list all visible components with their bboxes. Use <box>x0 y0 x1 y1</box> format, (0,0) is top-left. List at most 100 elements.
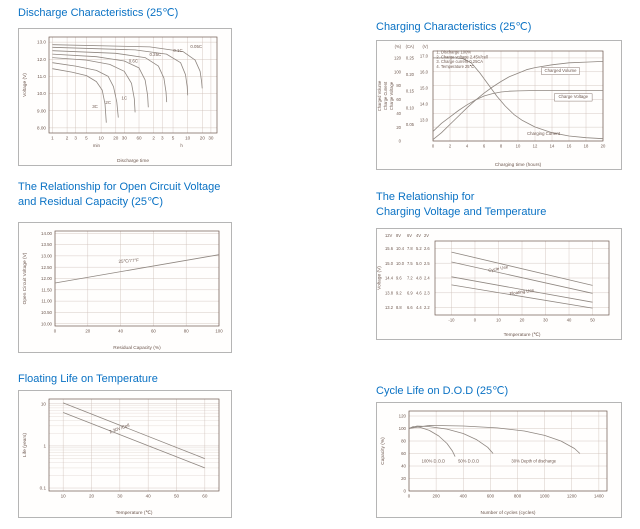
svg-text:11.0: 11.0 <box>37 74 46 79</box>
svg-text:3: 3 <box>161 136 164 141</box>
svg-text:14: 14 <box>550 144 555 149</box>
discharge-chart-box: 1 2 3 5 10 20 30 60 2 3 5 10 20 30 8.00 9.00 10.0 11.0 12.… <box>18 28 232 166</box>
svg-text:4.4: 4.4 <box>416 305 422 310</box>
page-title-floating-life: Floating Life on Temperature <box>18 372 232 387</box>
svg-text:15.0: 15.0 <box>385 261 394 266</box>
cvt-chart-box: -10 0 10 20 30 40 50 15.6 10.4 7.8 5.2 2.6 15.0 10.0 7… <box>376 228 622 340</box>
svg-text:0.1: 0.1 <box>40 486 47 491</box>
svg-text:600: 600 <box>487 494 495 499</box>
svg-text:400: 400 <box>460 494 468 499</box>
svg-text:11.50: 11.50 <box>41 287 52 292</box>
svg-text:Cycle Use: Cycle Use <box>488 264 509 273</box>
svg-text:15.0: 15.0 <box>420 86 429 91</box>
svg-text:0: 0 <box>408 494 411 499</box>
section-charging-characteristics: Charging Characteristics (25℃) 0 2 4 6 8 10 12… <box>376 20 622 170</box>
svg-text:20: 20 <box>89 494 95 499</box>
svg-text:5.2: 5.2 <box>416 246 422 251</box>
svg-text:Charging Current: Charging Current <box>527 131 561 136</box>
svg-text:Voltage (V): Voltage (V) <box>22 73 28 97</box>
svg-text:40: 40 <box>567 318 572 323</box>
floating-life-chart: 10 20 30 40 50 60 10 1 0.1 Life (years) 2.30V/Cell… <box>22 398 220 516</box>
svg-text:16.0: 16.0 <box>420 69 429 74</box>
svg-text:2: 2 <box>449 144 452 149</box>
svg-text:12.00: 12.00 <box>41 276 53 281</box>
svg-text:13.0: 13.0 <box>420 118 429 123</box>
svg-text:4. Temperature 25℃: 4. Temperature 25℃ <box>436 64 474 69</box>
floating-life-chart-box: 10 20 30 40 50 60 10 1 0.1 Life (years) 2.30V/Cell… <box>18 390 232 518</box>
svg-text:Charge Voltage: Charge Voltage <box>558 94 588 99</box>
svg-text:8.8: 8.8 <box>396 305 402 310</box>
svg-text:Charged Volume: Charged Volume <box>377 80 382 111</box>
svg-text:4.8: 4.8 <box>416 276 422 281</box>
svg-text:1: 1 <box>43 444 46 449</box>
svg-text:2. Charge voltage 2.45V/cell: 2. Charge voltage 2.45V/cell <box>436 54 488 59</box>
svg-text:12.0: 12.0 <box>37 57 46 62</box>
svg-text:3. Charge current 0.25CA: 3. Charge current 0.25CA <box>436 59 483 64</box>
page-title-ocv: The Relationship for Open Circuit Voltag… <box>18 180 232 210</box>
charging-chart: 0 2 4 6 8 10 12 14 16 18 20 0 20 40 60 80 100 120 (%) Charg… <box>377 44 606 168</box>
svg-text:800: 800 <box>514 494 522 499</box>
svg-text:80: 80 <box>396 83 401 88</box>
title-line: Floating Life on Temperature <box>18 373 158 385</box>
svg-text:0.6C: 0.6C <box>129 59 138 64</box>
svg-text:30: 30 <box>117 494 123 499</box>
section-charging-voltage-temperature: The Relationship for Charging Voltage an… <box>376 190 622 340</box>
svg-text:0: 0 <box>474 318 477 323</box>
svg-text:20: 20 <box>601 144 606 149</box>
svg-text:5.0: 5.0 <box>416 261 422 266</box>
svg-text:50: 50 <box>174 494 180 499</box>
svg-text:60: 60 <box>396 97 401 102</box>
svg-text:6.6: 6.6 <box>407 305 413 310</box>
svg-text:2.2: 2.2 <box>424 305 430 310</box>
svg-text:0.15: 0.15 <box>406 89 415 94</box>
title-line: The Relationship for <box>376 191 475 203</box>
svg-text:12V: 12V <box>385 233 393 238</box>
svg-text:10: 10 <box>185 136 191 141</box>
svg-text:0.25: 0.25 <box>406 56 415 61</box>
svg-text:60: 60 <box>202 494 208 499</box>
svg-text:11.00: 11.00 <box>41 299 52 304</box>
svg-text:60: 60 <box>136 136 142 141</box>
svg-text:Capacity (%): Capacity (%) <box>380 437 386 465</box>
ocv-chart: 0 20 40 60 80 100 10.00 10.50 11.00 11.50 12.00 12.… <box>22 230 223 351</box>
svg-text:6V: 6V <box>407 233 412 238</box>
svg-text:7.2: 7.2 <box>407 276 413 281</box>
svg-text:13.8: 13.8 <box>385 290 394 295</box>
svg-text:17.0: 17.0 <box>420 53 429 58</box>
title-line: The Relationship for Open Circuit Voltag… <box>18 181 221 193</box>
svg-text:1C: 1C <box>122 96 128 101</box>
svg-text:10: 10 <box>496 318 501 323</box>
svg-text:h: h <box>180 143 183 148</box>
svg-text:18: 18 <box>584 144 589 149</box>
svg-text:20: 20 <box>200 136 206 141</box>
svg-text:(V): (V) <box>423 44 429 49</box>
svg-text:8: 8 <box>500 144 503 149</box>
svg-text:20: 20 <box>396 125 401 130</box>
svg-text:20: 20 <box>401 476 406 481</box>
title-line: Charging Characteristics (25℃) <box>376 21 532 33</box>
svg-text:10.0: 10.0 <box>396 261 405 266</box>
svg-text:100: 100 <box>394 69 402 74</box>
svg-text:0.25C: 0.25C <box>149 52 161 57</box>
svg-text:12: 12 <box>533 144 538 149</box>
svg-text:15.6: 15.6 <box>385 246 394 251</box>
svg-text:1. Discharge 100%: 1. Discharge 100% <box>436 49 471 54</box>
svg-text:10.4: 10.4 <box>396 246 405 251</box>
svg-text:50% D.O.D: 50% D.O.D <box>458 458 479 463</box>
svg-text:8V: 8V <box>396 233 401 238</box>
svg-text:Charge Voltage: Charge Voltage <box>389 81 394 110</box>
svg-text:1400: 1400 <box>594 494 604 499</box>
svg-text:2.5: 2.5 <box>424 261 430 266</box>
svg-text:6.9: 6.9 <box>407 290 413 295</box>
svg-text:120: 120 <box>399 414 407 419</box>
svg-text:60: 60 <box>151 329 156 334</box>
svg-text:2.4: 2.4 <box>424 276 430 281</box>
svg-text:2: 2 <box>66 136 69 141</box>
svg-text:-10: -10 <box>448 318 455 323</box>
svg-text:13.2: 13.2 <box>385 305 394 310</box>
svg-text:40: 40 <box>401 464 406 469</box>
svg-text:6: 6 <box>483 144 486 149</box>
svg-text:20: 20 <box>85 329 90 334</box>
svg-text:2.3: 2.3 <box>424 290 430 295</box>
svg-text:10.0: 10.0 <box>37 91 46 96</box>
